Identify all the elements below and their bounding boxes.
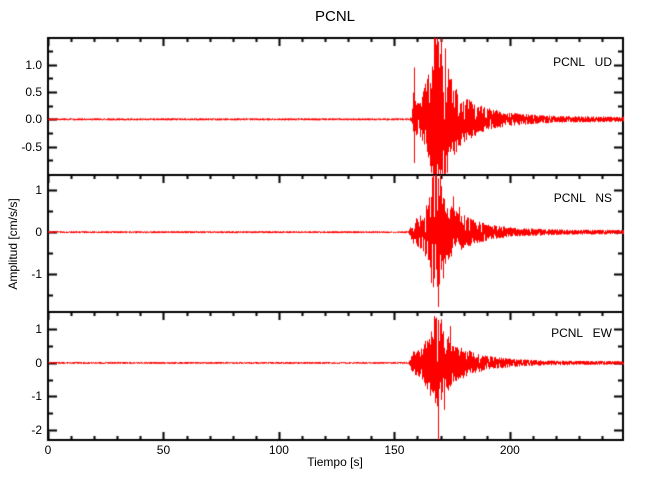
page-title: PCNL bbox=[314, 8, 355, 25]
x-tick-label: 100 bbox=[268, 443, 289, 457]
x-tick-label: 50 bbox=[156, 443, 171, 457]
x-tick-label: 150 bbox=[384, 443, 405, 457]
y-tick-label: -2 bbox=[31, 422, 42, 437]
y-tick-label: -0.5 bbox=[21, 139, 42, 154]
panel-label-ew: PCNL EW bbox=[551, 326, 612, 340]
y-tick-label: -1 bbox=[31, 267, 42, 282]
x-tick-label: 200 bbox=[499, 443, 520, 457]
y-tick-label: 0 bbox=[35, 355, 42, 370]
y-tick-label: 0.0 bbox=[25, 112, 42, 127]
y-tick-label: 1 bbox=[35, 322, 42, 337]
y-tick-label: -1 bbox=[31, 389, 42, 404]
panel-label-ud: PCNL UD bbox=[553, 55, 612, 69]
x-axis-label: Tiempo [s] bbox=[307, 455, 363, 469]
y-tick-label: 0 bbox=[35, 225, 42, 240]
x-tick-label: 0 bbox=[44, 443, 52, 457]
panel-label-ns: PCNL NS bbox=[553, 191, 612, 205]
y-tick-label: 1 bbox=[35, 183, 42, 198]
y-tick-label: 0.5 bbox=[25, 85, 42, 100]
y-tick-label: 1.0 bbox=[25, 57, 42, 72]
